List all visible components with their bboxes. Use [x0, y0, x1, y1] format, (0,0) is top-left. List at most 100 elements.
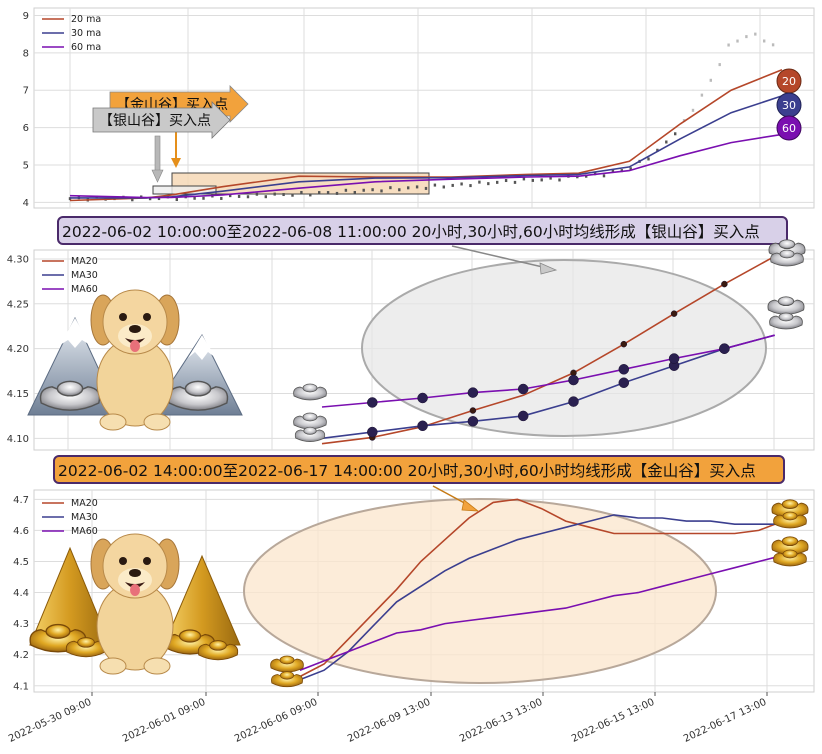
- gold-title-banner: [53, 455, 785, 484]
- ingot-body: [39, 386, 101, 411]
- price-marker: [665, 140, 668, 144]
- silver-ingot-icon: [769, 312, 803, 330]
- ma-dot-MA60: [568, 374, 579, 386]
- y-tick-label: 4.20: [7, 344, 29, 355]
- x-tick-label: 2022-06-13 13:00: [458, 697, 544, 745]
- ingot-top: [279, 671, 295, 680]
- price-marker: [496, 180, 499, 184]
- price-marker: [451, 183, 454, 187]
- gold-y-ticks: 4.7 4.6 4.5 4.4 4.3 4.2 4.1: [13, 495, 29, 692]
- ma-dot-MA30: [618, 377, 630, 388]
- price-marker: [131, 198, 134, 202]
- price-marker: [647, 157, 650, 161]
- y-tick-label: 4.7: [13, 495, 29, 506]
- x-tick-label: 2022-06-15 13:00: [570, 697, 656, 745]
- silver-buy-arrow: 【银山谷】买入点: [92, 101, 231, 183]
- legend-ma60: MA60: [71, 284, 98, 295]
- ingot-top: [279, 655, 295, 665]
- dog-paw: [143, 413, 171, 431]
- gold-title: 2022-06-02 14:00:00至2022-06-17 14:00:00 …: [58, 462, 756, 480]
- price-marker: [727, 43, 730, 47]
- dog-muzzle: [118, 568, 152, 592]
- ingot-top: [777, 296, 795, 307]
- ma30-badge-label: 30: [782, 99, 796, 112]
- ingot-body: [167, 386, 229, 411]
- price-marker: [264, 195, 267, 199]
- ma-dot-MA60: [467, 387, 479, 398]
- ingot-top: [209, 640, 227, 651]
- legend-20ma: 20 ma: [71, 14, 101, 25]
- ingot-top: [302, 412, 318, 422]
- ingot-top: [782, 511, 798, 521]
- legend-ma30: MA30: [71, 270, 98, 281]
- y-tick-label: 9: [23, 11, 29, 22]
- gold-ingot-icon: [270, 655, 304, 673]
- gold-ingot-icon: [271, 671, 303, 688]
- ma-dot-MA20: [721, 280, 728, 288]
- dog-tongue: [130, 584, 140, 596]
- y-tick-label: 5: [23, 161, 29, 172]
- ingot-top: [77, 637, 95, 648]
- x-tick-label: 2022-06-09 13:00: [346, 697, 432, 745]
- ma-dot-MA60: [668, 353, 680, 364]
- legend-ma30: MA30: [71, 512, 98, 523]
- price-marker: [763, 39, 766, 43]
- price-marker: [602, 174, 606, 178]
- decorations: [27, 239, 809, 688]
- silver-valley-panel: 4.30 4.25 4.20 4.15 4.10 MA20 MA30 MA60 2022…: [7, 216, 815, 451]
- ma-line-MA30: [299, 514, 783, 681]
- price-marker: [193, 196, 196, 200]
- ingot-top: [302, 383, 318, 393]
- price-marker: [504, 179, 508, 183]
- price-marker: [691, 108, 695, 112]
- y-tick-label: 4.2: [13, 650, 29, 661]
- gold-ingot-icon: [164, 629, 216, 655]
- ingot-top: [56, 380, 84, 397]
- price-marker: [220, 196, 223, 200]
- price-marker: [407, 186, 410, 190]
- y-tick-label: 4: [23, 198, 29, 209]
- ma-dot-MA30: [367, 426, 378, 438]
- silver-ingot-icon: [293, 412, 327, 430]
- ingot-body: [767, 299, 805, 315]
- ma-line-MA60: [321, 334, 775, 408]
- price-marker: [318, 191, 321, 195]
- legend-60ma: 60 ma: [71, 42, 101, 53]
- price-marker: [229, 194, 232, 198]
- price-marker: [424, 186, 428, 190]
- silver-ingot-icon: [39, 380, 101, 411]
- ma30-end-badge: 30: [776, 92, 802, 118]
- x-tick-label: 2022-06-01 09:00: [121, 697, 207, 745]
- ingot-top: [781, 499, 799, 510]
- ma-dot-MA60: [618, 364, 630, 375]
- ingot-body: [293, 386, 327, 401]
- price-marker: [255, 192, 259, 196]
- ma-dot-MA20: [469, 407, 477, 414]
- price-marker: [754, 32, 757, 36]
- price-marker: [487, 182, 490, 186]
- silver-title-banner: [57, 216, 788, 245]
- ma-dot-MA60: [367, 397, 378, 408]
- price-marker: [202, 196, 205, 200]
- gold-ingot-icon: [65, 637, 107, 658]
- silver-legend: MA20 MA30 MA60: [42, 256, 98, 295]
- ma-dot-MA20: [620, 340, 628, 348]
- y-tick-label: 7: [23, 86, 29, 97]
- silver-ma-dots: [367, 280, 730, 441]
- dog-eye: [119, 557, 127, 565]
- dog-paw: [143, 657, 171, 675]
- ingot-body: [773, 552, 807, 567]
- x-tick-label: 2022-06-06 09:00: [233, 697, 319, 745]
- ma60-badge-label: 60: [782, 122, 796, 135]
- dog-illustration: [90, 533, 180, 675]
- price-marker: [700, 93, 704, 97]
- gold-pointer-arrow: [461, 499, 480, 512]
- ingot-top: [184, 380, 212, 397]
- price-marker: [549, 176, 552, 180]
- price-marker: [326, 191, 330, 195]
- ingot-top: [778, 239, 796, 250]
- price-marker: [585, 174, 588, 178]
- silver-arrow-label: 【银山谷】买入点: [99, 113, 211, 129]
